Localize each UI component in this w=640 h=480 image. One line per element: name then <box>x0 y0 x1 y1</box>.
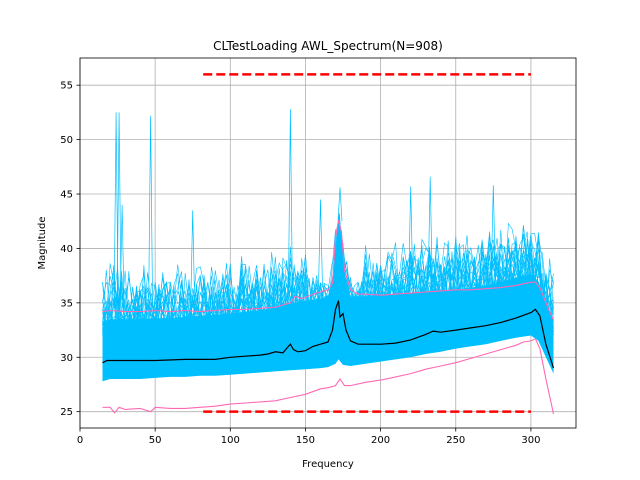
spectrum-trace <box>102 233 554 332</box>
y-tick-label: 40 <box>60 244 73 255</box>
x-tick-label: 200 <box>371 435 390 446</box>
spectrum-spike <box>116 112 122 309</box>
mean-line <box>102 300 555 369</box>
x-tick-label: 50 <box>149 435 162 446</box>
y-tick-label: 50 <box>60 135 73 146</box>
spectrum-trace <box>102 221 554 335</box>
y-tick-label: 35 <box>60 298 73 309</box>
spectrum-spike <box>427 176 433 281</box>
spectrum-trace <box>102 230 554 335</box>
spectrum-spike <box>490 185 496 273</box>
x-tick-label: 300 <box>521 435 540 446</box>
spectrum-spike <box>288 109 293 294</box>
spectrum-trace <box>102 225 554 333</box>
max-envelope-line <box>102 219 555 321</box>
spectrum-spike <box>337 187 343 222</box>
spectrum-spike <box>408 186 414 283</box>
y-tick-label: 25 <box>60 407 73 418</box>
spectrum-spike <box>190 210 196 306</box>
spectrum-trace <box>102 229 554 334</box>
spectrum-trace <box>102 242 554 335</box>
y-axis-label: Magnitude <box>37 217 48 270</box>
plot-frame <box>79 57 577 429</box>
series-group <box>102 109 555 415</box>
min-envelope-line <box>102 338 555 415</box>
x-tick-label: 100 <box>221 435 240 446</box>
limit-lines <box>203 73 531 413</box>
spectrum-trace <box>102 235 554 334</box>
spectrum-spike <box>119 204 125 309</box>
chart-title: CLTestLoading AWL_Spectrum(N=908) <box>213 39 443 53</box>
spectrum-spike <box>148 115 153 308</box>
spectrum-trace <box>102 231 554 335</box>
x-tick-label: 0 <box>77 435 83 446</box>
x-tick-label: 250 <box>446 435 465 446</box>
x-tick-label: 150 <box>296 435 315 446</box>
spectrum-spike <box>318 199 323 288</box>
y-tick-label: 55 <box>60 81 73 92</box>
y-tick-label: 30 <box>60 353 73 364</box>
axis-ticks: 0 50 100 150 200 250 300 25 30 35 40 45 50 55 <box>60 81 540 446</box>
x-axis-label: Frequency <box>302 459 354 470</box>
y-tick-label: 45 <box>60 190 73 201</box>
